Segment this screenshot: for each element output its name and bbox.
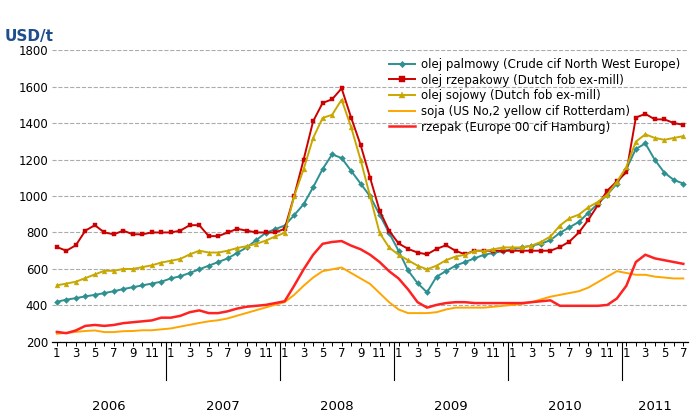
olej rzepakowy (Dutch fob ex-mill)	[129, 232, 137, 237]
olej sojowy (Dutch fob ex-mill)	[537, 239, 545, 244]
Text: 2006: 2006	[92, 400, 126, 413]
Text: 2010: 2010	[548, 400, 582, 413]
olej sojowy (Dutch fob ex-mill)	[641, 132, 650, 137]
olej palmowy (Crude cif North West Europe)	[641, 141, 650, 146]
rzepak (Europe 00 cif Hamburg)	[62, 331, 70, 336]
rzepak (Europe 00 cif Hamburg)	[679, 261, 687, 266]
Line: olej rzepakowy (Dutch fob ex-mill): olej rzepakowy (Dutch fob ex-mill)	[54, 86, 686, 257]
soja (US No,2 yellow cif Rotterdam)	[347, 271, 355, 276]
olej sojowy (Dutch fob ex-mill)	[338, 97, 346, 102]
rzepak (Europe 00 cif Hamburg)	[641, 252, 650, 257]
Line: olej palmowy (Crude cif North West Europe): olej palmowy (Crude cif North West Europ…	[55, 141, 685, 304]
olej sojowy (Dutch fob ex-mill)	[679, 133, 687, 138]
soja (US No,2 yellow cif Rotterdam)	[641, 272, 650, 277]
Line: rzepak (Europe 00 cif Hamburg): rzepak (Europe 00 cif Hamburg)	[57, 241, 683, 333]
olej sojowy (Dutch fob ex-mill)	[129, 266, 137, 271]
soja (US No,2 yellow cif Rotterdam)	[53, 331, 61, 336]
Line: olej sojowy (Dutch fob ex-mill): olej sojowy (Dutch fob ex-mill)	[54, 97, 686, 288]
olej rzepakowy (Dutch fob ex-mill)	[309, 119, 318, 124]
Text: 2008: 2008	[320, 400, 354, 413]
olej rzepakowy (Dutch fob ex-mill)	[338, 86, 346, 91]
soja (US No,2 yellow cif Rotterdam)	[309, 275, 318, 280]
olej palmowy (Crude cif North West Europe)	[147, 281, 156, 286]
olej rzepakowy (Dutch fob ex-mill)	[423, 252, 431, 257]
olej palmowy (Crude cif North West Europe)	[309, 185, 318, 190]
olej sojowy (Dutch fob ex-mill)	[309, 136, 318, 141]
olej rzepakowy (Dutch fob ex-mill)	[100, 230, 108, 235]
rzepak (Europe 00 cif Hamburg)	[138, 319, 147, 324]
rzepak (Europe 00 cif Hamburg)	[546, 298, 555, 303]
rzepak (Europe 00 cif Hamburg)	[357, 247, 365, 252]
olej palmowy (Crude cif North West Europe)	[528, 243, 536, 248]
olej palmowy (Crude cif North West Europe)	[129, 285, 137, 290]
olej palmowy (Crude cif North West Europe)	[679, 181, 687, 186]
olej sojowy (Dutch fob ex-mill)	[347, 125, 355, 130]
Line: soja (US No,2 yellow cif Rotterdam): soja (US No,2 yellow cif Rotterdam)	[57, 268, 683, 334]
olej sojowy (Dutch fob ex-mill)	[147, 263, 156, 268]
Text: 2007: 2007	[206, 400, 240, 413]
olej palmowy (Crude cif North West Europe)	[53, 299, 61, 304]
olej sojowy (Dutch fob ex-mill)	[53, 283, 61, 288]
olej rzepakowy (Dutch fob ex-mill)	[641, 111, 650, 116]
rzepak (Europe 00 cif Hamburg)	[318, 241, 327, 246]
rzepak (Europe 00 cif Hamburg)	[338, 239, 346, 244]
soja (US No,2 yellow cif Rotterdam)	[338, 265, 346, 270]
olej rzepakowy (Dutch fob ex-mill)	[679, 122, 687, 127]
rzepak (Europe 00 cif Hamburg)	[53, 329, 61, 334]
Text: 2011: 2011	[638, 400, 672, 413]
Legend: olej palmowy (Crude cif North West Europe), olej rzepakowy (Dutch fob ex-mill), : olej palmowy (Crude cif North West Europ…	[386, 56, 682, 136]
Text: 2009: 2009	[434, 400, 468, 413]
olej palmowy (Crude cif North West Europe)	[632, 146, 640, 151]
rzepak (Europe 00 cif Hamburg)	[110, 322, 118, 327]
olej rzepakowy (Dutch fob ex-mill)	[53, 244, 61, 249]
olej rzepakowy (Dutch fob ex-mill)	[546, 248, 555, 253]
Text: USD/t: USD/t	[4, 29, 54, 44]
soja (US No,2 yellow cif Rotterdam)	[679, 276, 687, 281]
soja (US No,2 yellow cif Rotterdam)	[537, 297, 545, 302]
olej rzepakowy (Dutch fob ex-mill)	[347, 115, 355, 120]
soja (US No,2 yellow cif Rotterdam)	[147, 328, 156, 333]
soja (US No,2 yellow cif Rotterdam)	[129, 329, 137, 334]
olej palmowy (Crude cif North West Europe)	[338, 156, 346, 161]
